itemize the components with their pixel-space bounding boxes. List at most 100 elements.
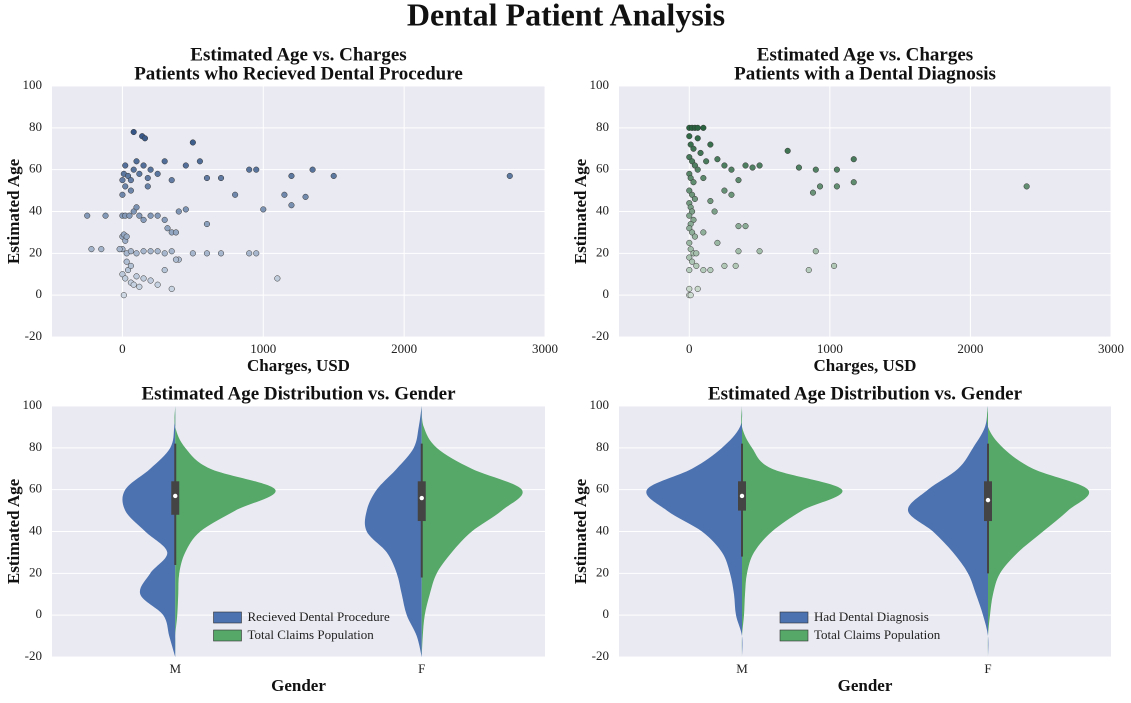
scatter-point	[691, 162, 698, 169]
y-tick-label: 60	[29, 481, 42, 496]
scatter-point	[288, 172, 295, 179]
scatter-point	[694, 166, 701, 173]
legend-swatch	[213, 611, 242, 624]
x-tick-label: M	[736, 661, 748, 676]
scatter-point	[735, 223, 742, 230]
scatter-point	[691, 195, 698, 202]
x-tick-label: 1000	[817, 341, 843, 356]
y-axis-label: Estimated Age	[4, 158, 23, 264]
scatter-point	[172, 256, 180, 263]
scatter-point	[690, 179, 697, 186]
chart-title: Estimated Age vs. Charges	[190, 44, 406, 65]
scatter-point	[161, 158, 168, 165]
scatter-point	[189, 250, 196, 257]
violin-half	[364, 406, 422, 657]
scatter-point	[700, 174, 707, 182]
scatter-point	[130, 208, 137, 215]
scatter-point	[686, 154, 693, 161]
scatter-point	[123, 233, 130, 240]
scatter-point	[154, 212, 161, 219]
violin-half	[421, 406, 523, 657]
scatter-point	[122, 275, 129, 282]
scatter-point	[686, 285, 693, 292]
scatter-point	[288, 202, 295, 209]
scatter-point	[119, 177, 126, 184]
scatter-point	[175, 208, 182, 215]
scatter-point	[686, 212, 693, 219]
scatter-point	[125, 172, 132, 179]
x-tick-label: 0	[686, 341, 693, 356]
scatter-point	[136, 212, 143, 219]
scatter-point	[141, 135, 149, 142]
scatter-point	[700, 124, 707, 131]
scatter-point	[154, 248, 161, 255]
violin-half	[741, 406, 843, 657]
y-tick-label: 60	[596, 161, 609, 176]
scatter-point	[686, 133, 693, 140]
scatter-point	[700, 267, 707, 274]
scatter-point	[116, 246, 123, 253]
scatter-point	[133, 158, 140, 165]
scatter-point	[253, 166, 260, 173]
scatter-point	[147, 166, 154, 173]
scatter-point	[686, 267, 693, 274]
x-tick-label: 0	[119, 341, 126, 356]
scatter-point	[182, 162, 189, 169]
scatter-point	[812, 166, 819, 173]
scatter-point	[203, 174, 210, 182]
scatter-point	[182, 206, 189, 213]
scatter-point	[833, 183, 840, 190]
y-tick-label: 80	[596, 119, 609, 134]
box-median	[173, 493, 178, 499]
scatter-point	[700, 229, 707, 236]
scatter-point	[686, 239, 693, 246]
scatter-point	[805, 267, 812, 274]
scatter-point	[253, 250, 260, 257]
y-tick-label: 100	[23, 77, 43, 92]
scatter-point	[689, 258, 696, 265]
box-median	[739, 493, 745, 499]
x-tick-label: 3000	[532, 341, 558, 356]
scatter-point	[721, 187, 728, 194]
scatter-point	[154, 170, 161, 177]
y-tick-label: 60	[29, 161, 42, 176]
box-iqr	[417, 481, 426, 522]
scatter-point	[812, 248, 819, 255]
scatter-point	[689, 191, 696, 198]
scatter-point	[203, 250, 210, 257]
y-axis-label: Estimated Age	[4, 478, 23, 584]
scatter-point	[732, 262, 739, 269]
scatter-point	[742, 162, 749, 169]
scatter-point	[161, 267, 168, 274]
legend-label: Recieved Dental Procedure	[248, 609, 390, 624]
scatter-point	[693, 250, 700, 257]
y-tick-label: 20	[596, 244, 609, 259]
scatter-point	[274, 275, 281, 282]
scatter-point	[119, 271, 126, 278]
scatter-point	[711, 208, 718, 215]
scatter-point	[694, 124, 701, 131]
scatter-point	[735, 248, 742, 255]
y-tick-label: 100	[23, 397, 43, 412]
y-tick-label: 80	[596, 439, 609, 454]
scatter-point	[850, 179, 857, 186]
scatter-point	[809, 189, 817, 196]
scatter-point	[707, 141, 714, 148]
scatter-point	[232, 191, 239, 198]
scatter-point	[689, 208, 696, 215]
y-tick-label: 0	[36, 286, 43, 301]
scatter-point	[122, 162, 129, 169]
scatter-point	[147, 277, 154, 284]
scatter-point	[144, 174, 151, 182]
scatter-point	[120, 292, 127, 299]
scatter-point	[127, 177, 134, 184]
y-tick-label: 0	[603, 286, 610, 301]
scatter-point	[687, 292, 694, 299]
chart-title: Estimated Age Distribution vs. Gender	[708, 383, 1023, 404]
scatter-point	[784, 147, 791, 154]
scatter-point	[756, 162, 763, 169]
y-tick-label: 20	[596, 564, 609, 579]
scatter-point	[140, 162, 147, 169]
scatter-point	[260, 206, 267, 213]
x-axis-label: Charges, USD	[247, 356, 350, 375]
